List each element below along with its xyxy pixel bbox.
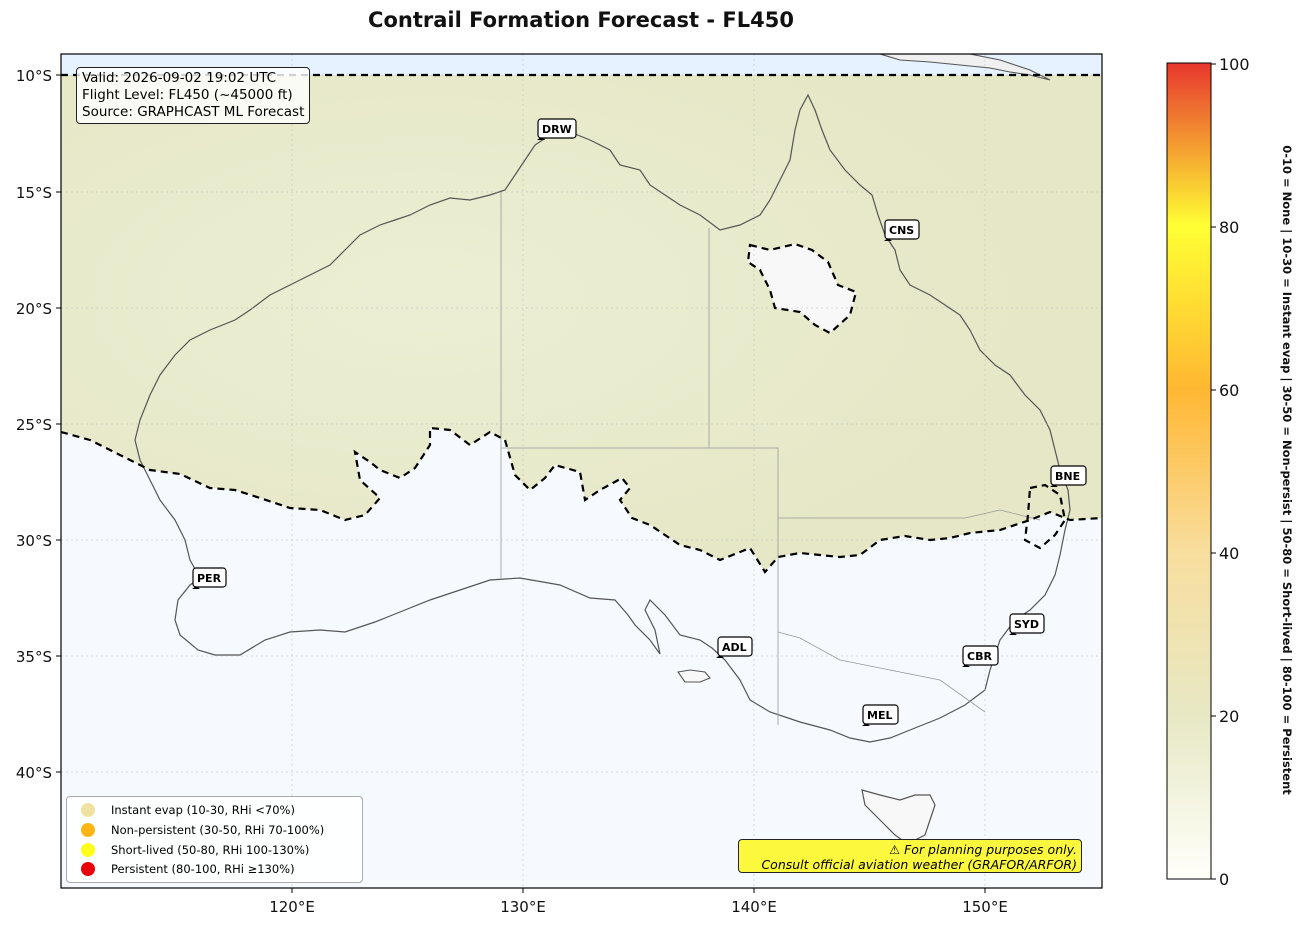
- lat-tick: 35°S: [16, 648, 52, 666]
- map-frame: [60, 53, 1103, 889]
- lon-tick: 130°E: [500, 898, 546, 916]
- airport-label: SYD: [1014, 618, 1039, 631]
- lat-axis: 10°S 15°S 20°S 25°S 30°S 35°S 40°S: [16, 67, 61, 782]
- lat-tick: 20°S: [16, 300, 52, 318]
- airport-drw[interactable]: DRW: [537, 118, 577, 140]
- lon-tick: 150°E: [962, 898, 1008, 916]
- lat-tick: 25°S: [16, 416, 52, 434]
- legend-label: Persistent (80-100, RHi ≥130%): [111, 862, 295, 876]
- legend-dot-icon: [81, 823, 95, 837]
- lon-tick: 140°E: [731, 898, 777, 916]
- state-borders: [500, 192, 1041, 725]
- forecast-info-box: Valid: 2026-09-02 19:02 UTC Flight Level…: [76, 67, 311, 124]
- airport-label: CBR: [967, 650, 992, 663]
- legend-label: Short-lived (50-80, RHi 100-130%): [111, 843, 310, 857]
- new-guinea-coast: [879, 54, 1051, 81]
- lon-axis: 120°E 130°E 140°E 150°E: [269, 888, 1008, 916]
- airport-label: CNS: [889, 224, 914, 237]
- legend-label: Non-persistent (30-50, RHi 70-100%): [111, 823, 325, 837]
- airport-label: MEL: [867, 709, 892, 722]
- airport-label: DRW: [542, 123, 572, 136]
- map-title: Contrail Formation Forecast - FL450: [368, 8, 794, 32]
- legend-dot-icon: [81, 803, 95, 817]
- legend-dot-icon: [81, 862, 95, 876]
- north-ocean-band: [61, 54, 1102, 75]
- disclaimer-line-2: Consult official aviation weather (GRAFO…: [761, 857, 1077, 872]
- lat-tick: 40°S: [16, 764, 52, 782]
- airport-cbr[interactable]: CBR: [962, 645, 999, 667]
- airport-label: ADL: [722, 641, 747, 654]
- lat-tick: 15°S: [16, 184, 52, 202]
- legend-item: Persistent (80-100, RHi ≥130%): [81, 860, 295, 878]
- airport-per[interactable]: PER: [192, 567, 227, 589]
- flight-level: Flight Level: FL450 (~45000 ft): [82, 87, 293, 103]
- airport-cns[interactable]: CNS: [884, 219, 920, 241]
- airport-label: BNE: [1055, 470, 1080, 483]
- valid-time: Valid: 2026-09-02 19:02 UTC: [82, 70, 277, 86]
- lat-tick: 30°S: [16, 532, 52, 550]
- kangaroo-island: [677, 669, 711, 683]
- airport-bne[interactable]: BNE: [1050, 465, 1087, 487]
- legend-item: Instant evap (10-30, RHi <70%): [81, 801, 295, 819]
- legend: Instant evap (10-30, RHi <70%) Non-persi…: [66, 796, 363, 883]
- disclaimer-box: ⚠ For planning purposes only. Consult of…: [738, 839, 1082, 873]
- airport-label: PER: [197, 572, 222, 585]
- airport-syd[interactable]: SYD: [1009, 613, 1045, 635]
- tasmania-coastline: [861, 789, 936, 843]
- lon-tick: 120°E: [269, 898, 315, 916]
- disclaimer-line-1: ⚠ For planning purposes only.: [889, 842, 1077, 857]
- airport-mel[interactable]: MEL: [862, 704, 899, 726]
- airport-markers: DRW CNS BNE PER SYD: [192, 118, 1087, 726]
- australia-coastline: [134, 93, 1071, 743]
- airport-adl[interactable]: ADL: [716, 636, 753, 658]
- forecast-field: [61, 75, 1102, 572]
- data-source: Source: GRAPHCAST ML Forecast: [82, 104, 305, 120]
- legend-item: Short-lived (50-80, RHi 100-130%): [81, 841, 309, 859]
- legend-label: Instant evap (10-30, RHi <70%): [111, 803, 295, 817]
- lat-tick: 10°S: [16, 67, 52, 85]
- legend-dot-icon: [81, 843, 95, 857]
- legend-item: Non-persistent (30-50, RHi 70-100%): [81, 821, 324, 839]
